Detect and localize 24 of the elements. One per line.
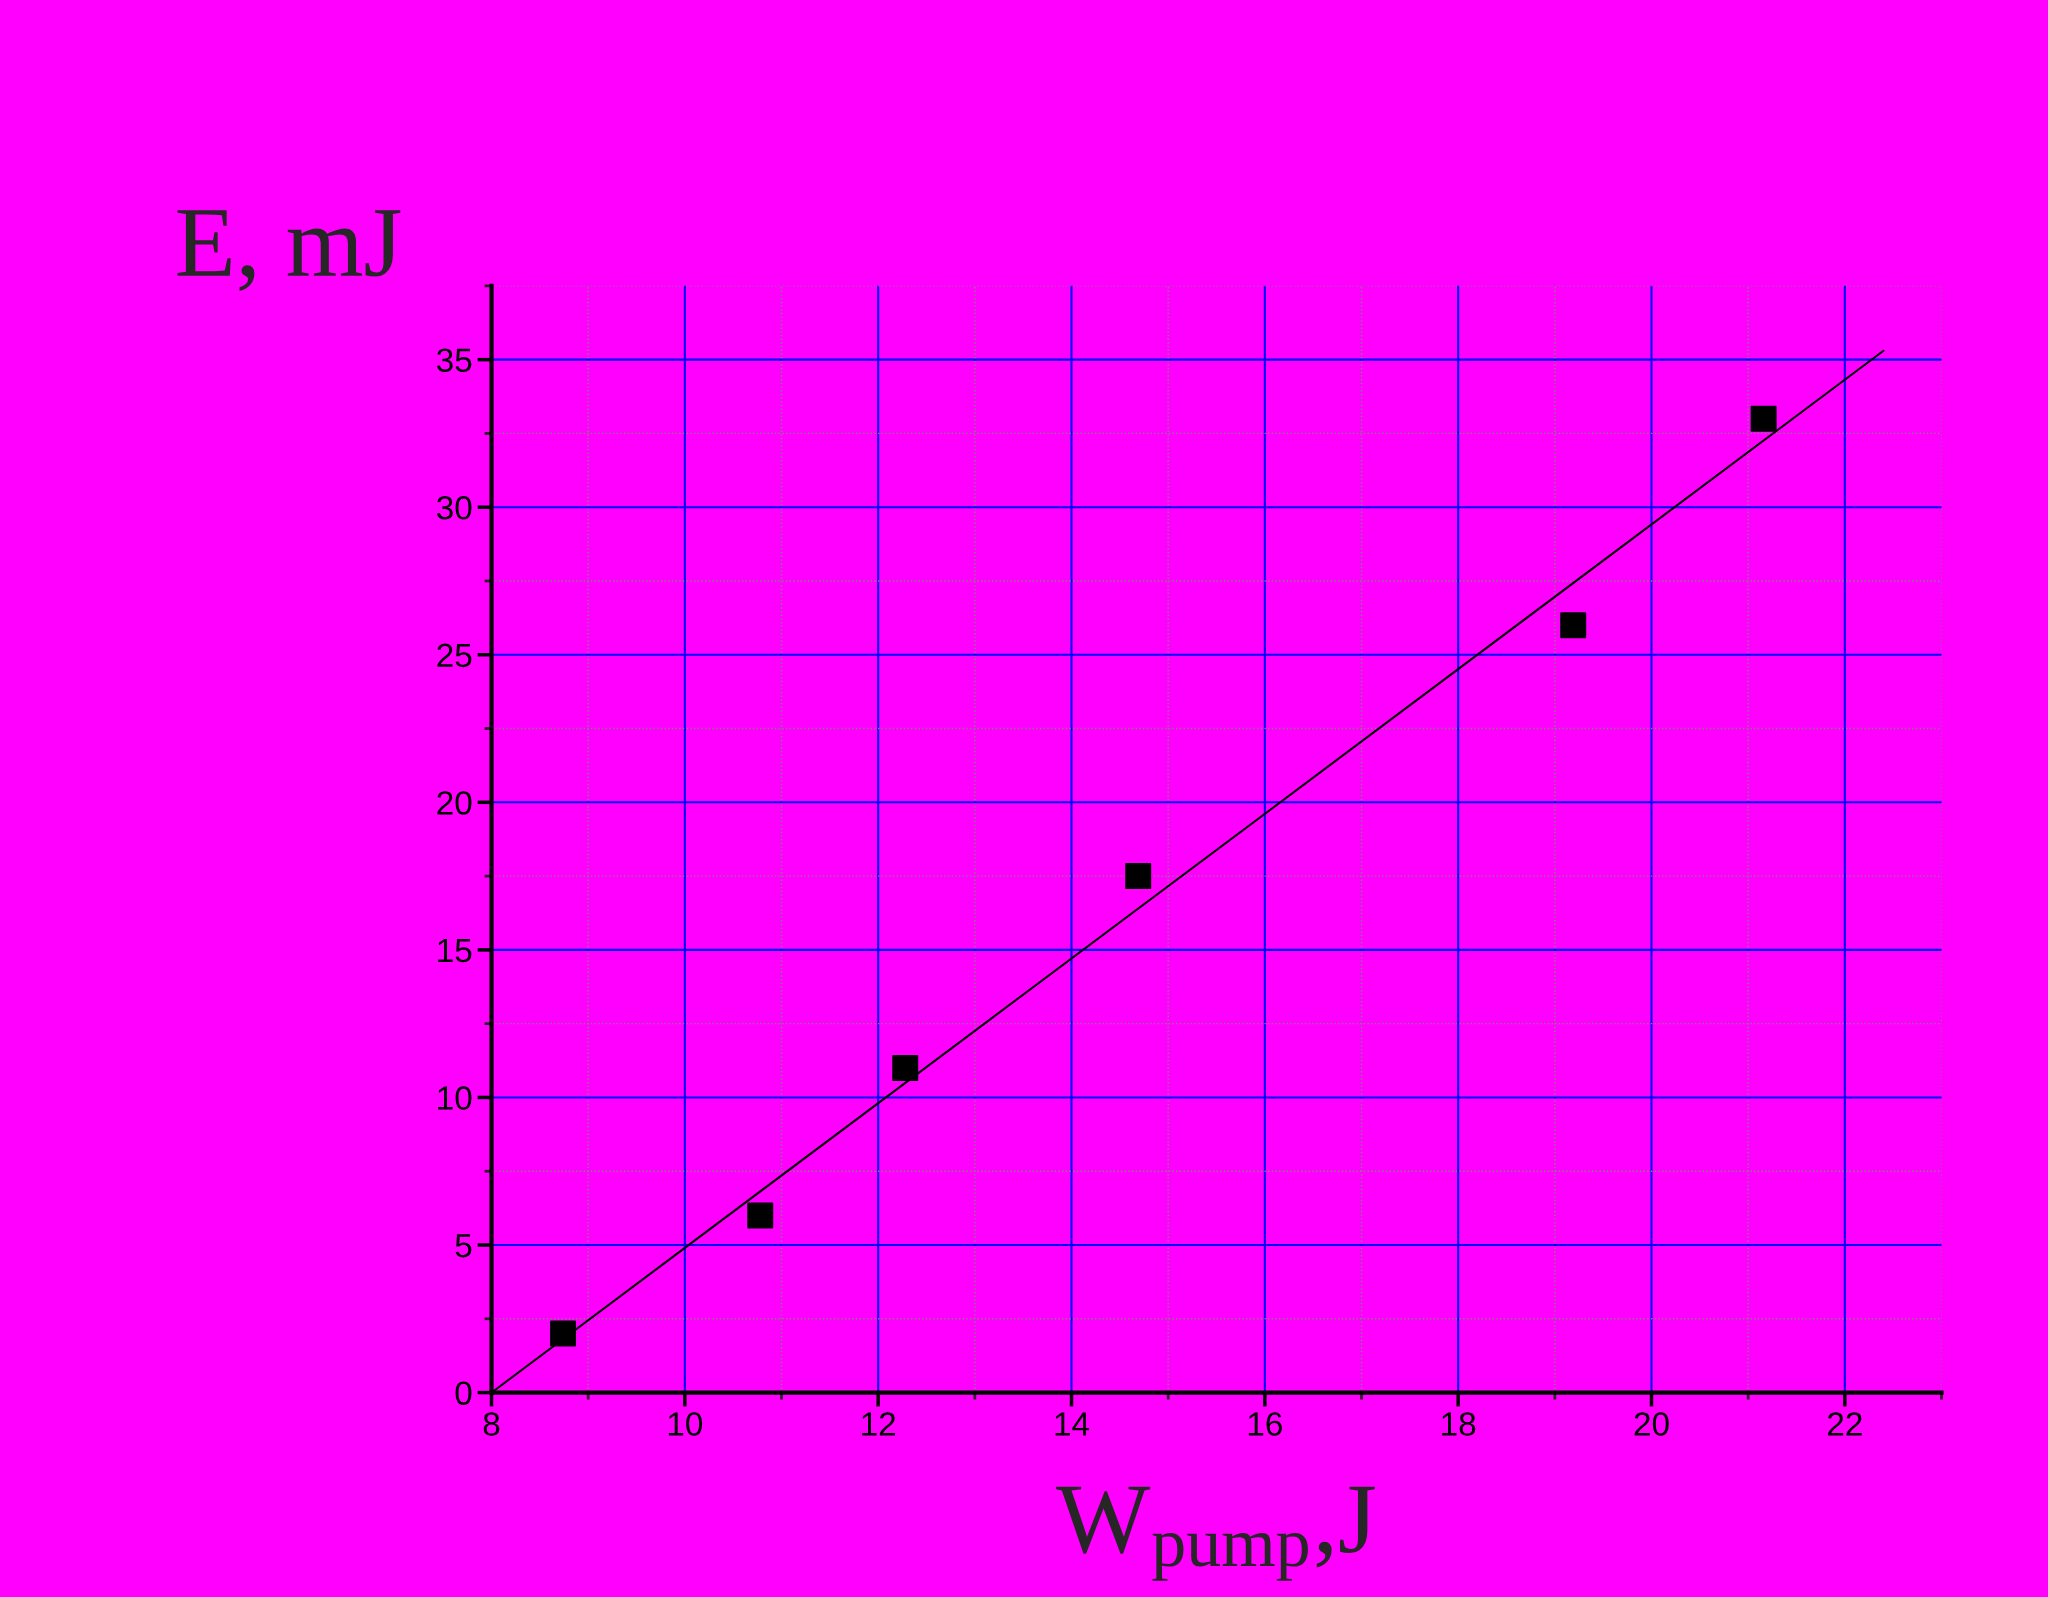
y-tick-label: 20 xyxy=(437,791,472,815)
y-tick-label: 25 xyxy=(437,643,472,668)
y-tick-label: 0 xyxy=(455,1381,472,1405)
point xyxy=(1560,612,1587,639)
point xyxy=(747,1202,774,1229)
x-tick-label: 12 xyxy=(862,1412,896,1436)
y-axis-title: E, mJ xyxy=(177,210,401,292)
x-tick-label: 8 xyxy=(483,1412,500,1436)
y-tick-label: 10 xyxy=(438,1086,472,1110)
x-tick-label: 20 xyxy=(1634,1412,1669,1436)
point xyxy=(1750,405,1777,432)
y-tick-label: 35 xyxy=(436,348,472,373)
x-tick-label: 16 xyxy=(1248,1412,1282,1436)
x-tick-label: 18 xyxy=(1442,1412,1476,1436)
point xyxy=(550,1320,577,1347)
x-axis-title: W$_{pump}$,J xyxy=(1056,1486,1375,1581)
x-tick-label: 10 xyxy=(668,1412,703,1436)
point xyxy=(892,1054,919,1081)
y-tick-label: 15 xyxy=(438,939,472,963)
x-tick-label: 22 xyxy=(1827,1412,1862,1436)
x-tick-label: 14 xyxy=(1055,1412,1090,1436)
y-tick-label: 5 xyxy=(455,1234,472,1258)
point xyxy=(1125,863,1152,890)
y-tick-label: 30 xyxy=(436,496,472,520)
